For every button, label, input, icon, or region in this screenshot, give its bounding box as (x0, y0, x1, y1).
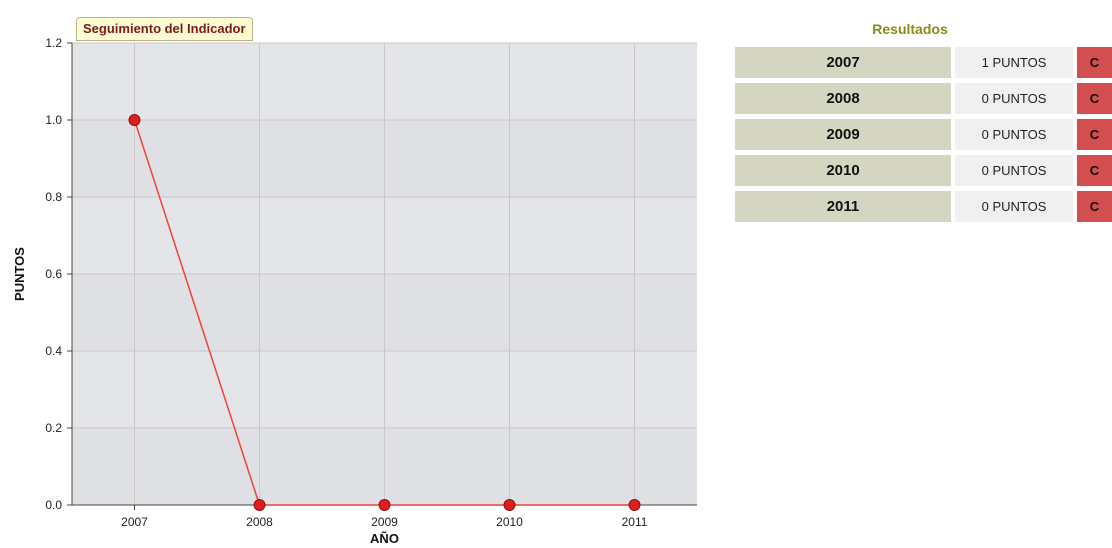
y-tick-label: 0.4 (45, 344, 62, 358)
x-tick-label: 2007 (121, 515, 148, 529)
results-year: 2008 (735, 83, 951, 114)
data-point (628, 499, 641, 511)
x-tick-label: 2008 (246, 515, 273, 529)
y-tick-label: 1.0 (45, 113, 62, 127)
data-point (378, 499, 391, 511)
x-axis-title: AÑO (370, 531, 399, 546)
y-tick-label: 1.2 (45, 36, 62, 50)
results-year: 2007 (735, 47, 951, 78)
x-tick-label: 2010 (496, 515, 523, 529)
y-tick-label: 0.0 (45, 498, 62, 512)
y-tick-label: 0.8 (45, 190, 62, 204)
results-year: 2010 (735, 155, 951, 186)
x-tick-label: 2011 (622, 515, 648, 529)
results-points: 1 PUNTOS (955, 47, 1073, 78)
indicator-line-chart: 0.0 0.2 0.4 0.6 0.8 1.0 1.2 2007 2008 2009 2010 201… (12, 36, 697, 546)
data-point (503, 499, 516, 511)
results-points: 0 PUNTOS (955, 83, 1073, 114)
results-badge[interactable]: C (1077, 191, 1112, 222)
results-title: Resultados (872, 21, 948, 37)
results-badge[interactable]: C (1077, 83, 1112, 114)
results-badge[interactable]: C (1077, 119, 1112, 150)
x-tick-label: 2009 (371, 515, 398, 529)
chart-title: Seguimiento del Indicador (76, 17, 253, 41)
results-badge[interactable]: C (1077, 47, 1112, 78)
y-tick-label: 0.6 (45, 267, 62, 281)
results-points: 0 PUNTOS (955, 119, 1073, 150)
results-year: 2009 (735, 119, 951, 150)
data-point (128, 114, 141, 126)
results-points: 0 PUNTOS (955, 191, 1073, 222)
y-axis-title: PUNTOS (12, 247, 27, 301)
results-points: 0 PUNTOS (955, 155, 1073, 186)
results-year: 2011 (735, 191, 951, 222)
results-badge[interactable]: C (1077, 155, 1112, 186)
y-tick-label: 0.2 (45, 421, 62, 435)
data-point (253, 499, 266, 511)
